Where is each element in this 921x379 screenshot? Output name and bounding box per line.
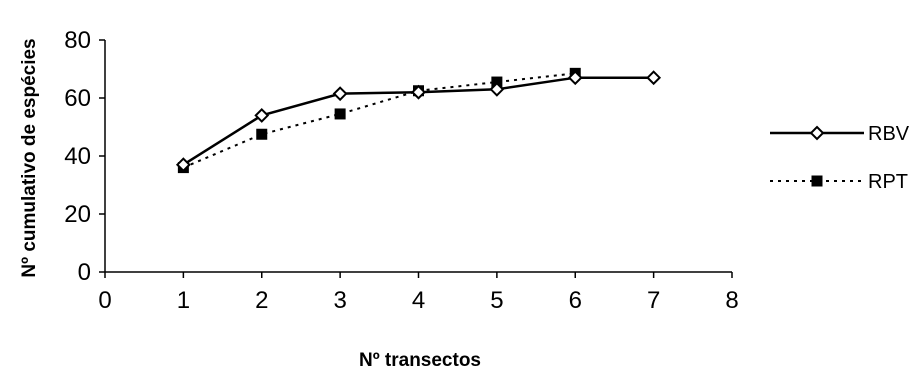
x-tick-label: 4: [412, 287, 425, 314]
data-point-rpt: [334, 108, 346, 120]
y-axis-title: Nº cumulativo de espécies: [19, 38, 40, 277]
legend-label-rpt: RPT: [868, 171, 908, 193]
legend-marker-rpt: [811, 175, 823, 187]
x-tick-label: 3: [333, 287, 346, 314]
data-point-rbv: [489, 81, 505, 97]
y-tick-label: 0: [78, 259, 91, 286]
data-point-rbv: [646, 70, 662, 86]
x-tick-label: 8: [725, 287, 738, 314]
x-axis-title: Nº transectos: [359, 350, 481, 371]
data-point-rbv: [567, 70, 583, 86]
data-point-rbv: [175, 157, 191, 173]
data-point-rpt: [256, 128, 268, 140]
data-point-rbv: [411, 84, 426, 100]
axes: 0 20 40 60 80 0 1 2 3 4 5 6 7 8: [64, 27, 738, 314]
y-tick-label: 20: [64, 201, 91, 228]
y-tick-label: 80: [64, 27, 91, 54]
legend-marker-rbv: [809, 125, 825, 141]
legend: RBV RPT: [770, 123, 910, 193]
legend-label-rbv: RBV: [868, 123, 910, 145]
x-tick-label: 1: [177, 287, 190, 314]
x-tick-label: 6: [569, 287, 582, 314]
x-tick-label: 7: [647, 287, 660, 314]
x-tick-label: 0: [98, 287, 111, 314]
y-tick-label: 60: [64, 85, 91, 112]
x-tick-label: 5: [490, 287, 503, 314]
plot-area: [175, 67, 662, 174]
y-tick-label: 40: [64, 143, 91, 170]
data-point-rbv: [254, 107, 270, 123]
data-point-rbv: [332, 86, 348, 102]
x-tick-label: 2: [255, 287, 268, 314]
